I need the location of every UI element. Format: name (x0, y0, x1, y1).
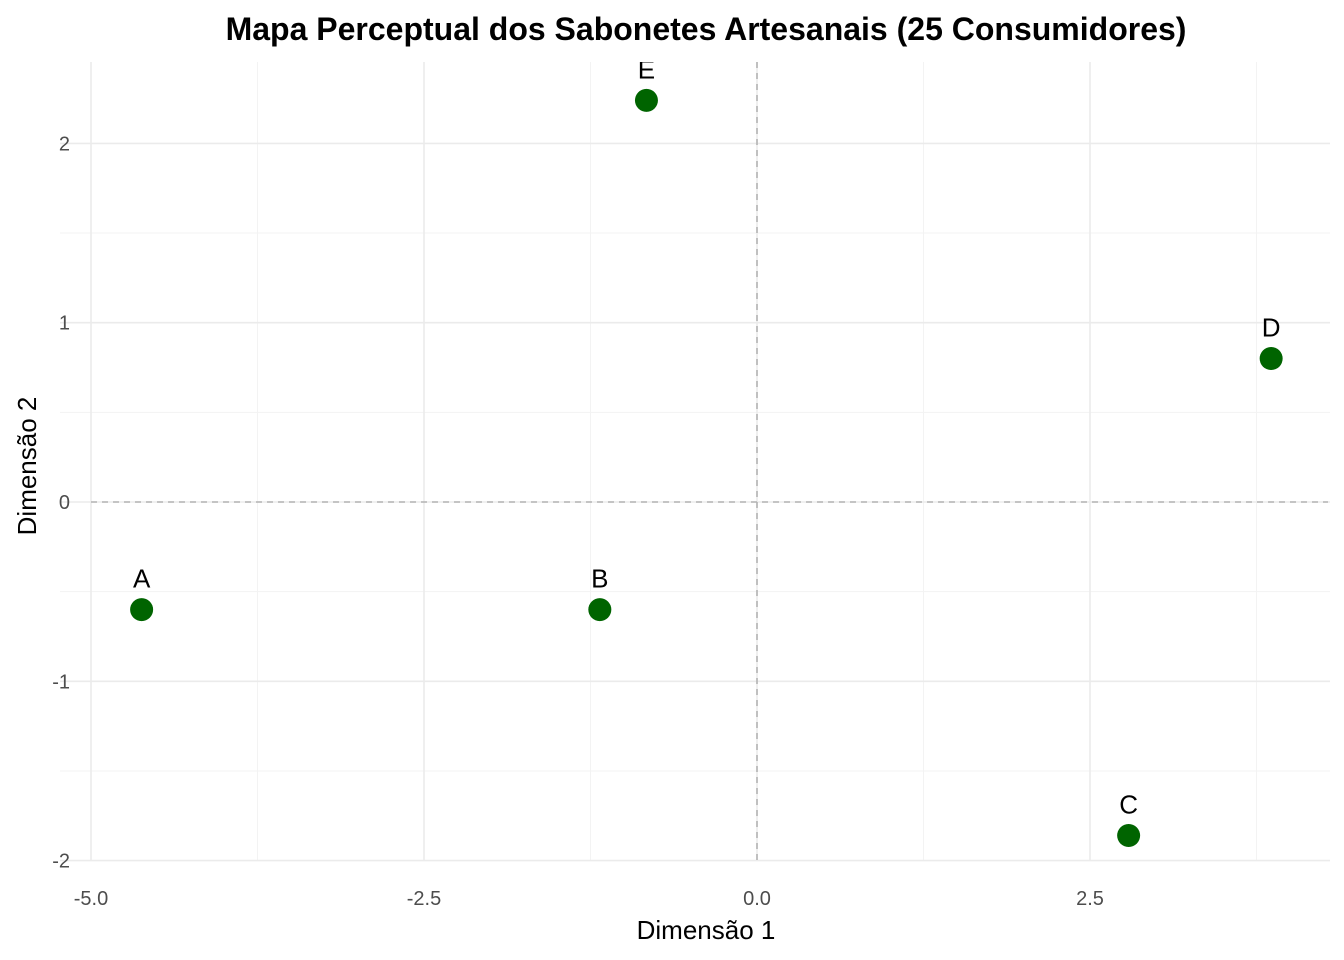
chart-title: Mapa Perceptual dos Sabonetes Artesanais… (226, 11, 1187, 47)
y-tick-label: 2 (59, 133, 70, 155)
point-c (1117, 823, 1141, 847)
point-label-c: C (1119, 789, 1138, 819)
x-axis-title: Dimensão 1 (637, 915, 776, 945)
point-b (588, 598, 612, 622)
point-label-b: B (591, 564, 608, 594)
x-tick-label: 2.5 (1076, 888, 1104, 910)
reference-lines (91, 62, 1328, 860)
y-tick-label: -1 (52, 671, 70, 693)
x-tick-label: -2.5 (407, 888, 441, 910)
point-a (130, 598, 154, 622)
x-tick-label: 0.0 (743, 888, 771, 910)
points (130, 88, 1283, 847)
x-tick-label: -5.0 (74, 888, 108, 910)
point-d (1259, 347, 1283, 371)
y-tick-label: -2 (52, 851, 70, 873)
point-label-a: A (133, 564, 151, 594)
y-tick-label: 1 (59, 313, 70, 335)
tick-labels: -5.0 -2.5 0.0 2.5 -2 -1 0 1 2 (52, 133, 1104, 910)
y-axis-title: Dimensão 2 (12, 397, 42, 536)
point-label-d: D (1262, 313, 1281, 343)
point-e (634, 88, 658, 112)
grid (60, 62, 1330, 862)
point-label-e: E (638, 54, 655, 84)
point-labels: A B C D E (133, 54, 1281, 819)
y-tick-label: 0 (59, 492, 70, 514)
